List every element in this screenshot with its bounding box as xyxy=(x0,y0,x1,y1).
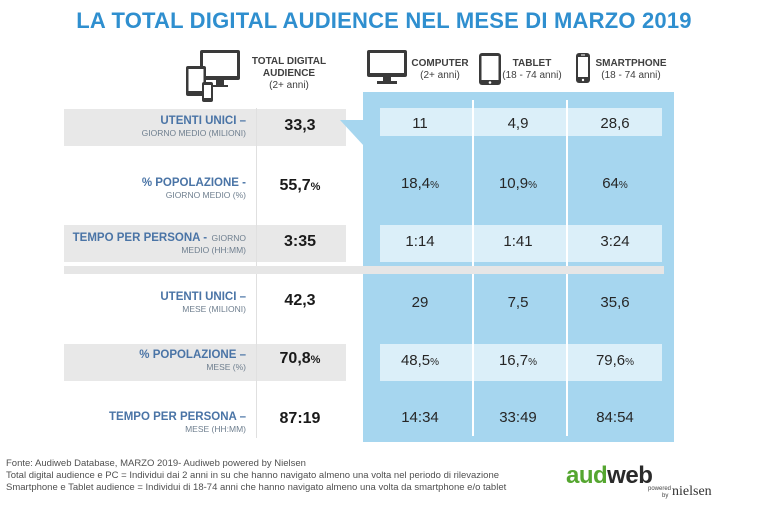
total-value: 33,3 xyxy=(284,117,316,134)
tablet-column-sub: (18 - 74 anni) xyxy=(502,70,562,81)
total-value: 70,8% xyxy=(279,350,321,367)
logo-by: by xyxy=(662,493,669,499)
computer-value: 1:14 xyxy=(405,233,435,250)
row-stripe xyxy=(380,108,662,136)
tablet-column-header: TABLET (18 - 74 anni) xyxy=(500,58,564,82)
computer-value: 29 xyxy=(411,294,429,311)
logo-brand: audweb xyxy=(566,462,653,489)
tablet-value: 10,9% xyxy=(498,175,538,192)
devices-icon xyxy=(184,48,242,104)
total-column-sub: (2+ anni) xyxy=(269,80,309,91)
row-label: % POPOLAZIONE - GIORNO MEDIO (%) xyxy=(141,177,246,200)
footer-note-2: Smartphone e Tablet audience = Individui… xyxy=(6,482,507,493)
smartphone-icon xyxy=(575,52,591,84)
row-stripe xyxy=(64,225,346,262)
computer-value: 14:34 xyxy=(401,409,439,426)
computer-column-sub: (2+ anni) xyxy=(420,70,460,81)
logo-powered: powered xyxy=(648,486,672,492)
total-value: 3:35 xyxy=(283,233,317,250)
total-column-header: TOTAL DIGITAL AUDIENCE (2+ anni) xyxy=(246,56,332,92)
computer-value: 11 xyxy=(412,115,428,132)
tablet-column-label: TABLET xyxy=(512,58,552,69)
tablet-value: 1:41 xyxy=(503,233,533,250)
audiweb-logo: audweb powered by nielsen xyxy=(566,462,712,499)
smartphone-column-header: SMARTPHONE (18 - 74 anni) xyxy=(594,58,668,82)
tablet-value: 33:49 xyxy=(499,409,537,426)
smartphone-column-label: SMARTPHONE xyxy=(595,58,667,69)
smartphone-value: 64% xyxy=(602,175,628,192)
smartphone-value: 35,6 xyxy=(600,294,630,311)
row-label: % POPOLAZIONE – MESE (%) xyxy=(139,349,246,372)
smartphone-value: 79,6% xyxy=(595,352,635,369)
computer-value: 18,4% xyxy=(400,175,440,192)
computer-value: 48,5% xyxy=(400,352,440,369)
total-column-label: TOTAL DIGITAL xyxy=(251,56,327,67)
tablet-value: 4,9 xyxy=(507,115,529,132)
footer-note-1: Total digital audience e PC = Individui … xyxy=(6,470,500,481)
row-label: TEMPO PER PERSONA - GIORNO MEDIO (HH:MM) xyxy=(72,232,246,255)
row-stripe xyxy=(380,225,662,262)
row-label: UTENTI UNICI – MESE (MILIONI) xyxy=(160,291,246,314)
smartphone-value: 84:54 xyxy=(596,409,634,426)
computer-column-label: COMPUTER xyxy=(411,58,469,69)
section-divider xyxy=(64,266,664,274)
total-value: 42,3 xyxy=(284,292,316,309)
total-value: 55,7% xyxy=(279,177,321,194)
tablet-value: 7,5 xyxy=(507,294,529,311)
logo-nielsen: nielsen xyxy=(672,484,712,499)
row-label: TEMPO PER PERSONA – MESE (HH:MM) xyxy=(109,411,246,434)
total-column-label-2: AUDIENCE xyxy=(262,68,316,79)
footer-source: Fonte: Audiweb Database, MARZO 2019- Aud… xyxy=(6,458,306,469)
row-stripe xyxy=(64,109,346,146)
monitor-icon xyxy=(366,49,408,85)
smartphone-column-sub: (18 - 74 anni) xyxy=(601,70,661,81)
row-stripe xyxy=(380,344,662,381)
row-label: UTENTI UNICI – GIORNO MEDIO (MILIONI) xyxy=(141,115,246,138)
computer-column-header: COMPUTER (2+ anni) xyxy=(408,58,472,82)
total-value: 87:19 xyxy=(279,410,321,427)
tablet-icon xyxy=(478,52,502,86)
page-title: LA TOTAL DIGITAL AUDIENCE NEL MESE DI MA… xyxy=(76,8,692,33)
panel-pointer xyxy=(340,120,378,146)
smartphone-value: 28,6 xyxy=(600,115,630,132)
row-stripe xyxy=(64,344,346,381)
tablet-value: 16,7% xyxy=(498,352,538,369)
smartphone-value: 3:24 xyxy=(600,233,630,250)
